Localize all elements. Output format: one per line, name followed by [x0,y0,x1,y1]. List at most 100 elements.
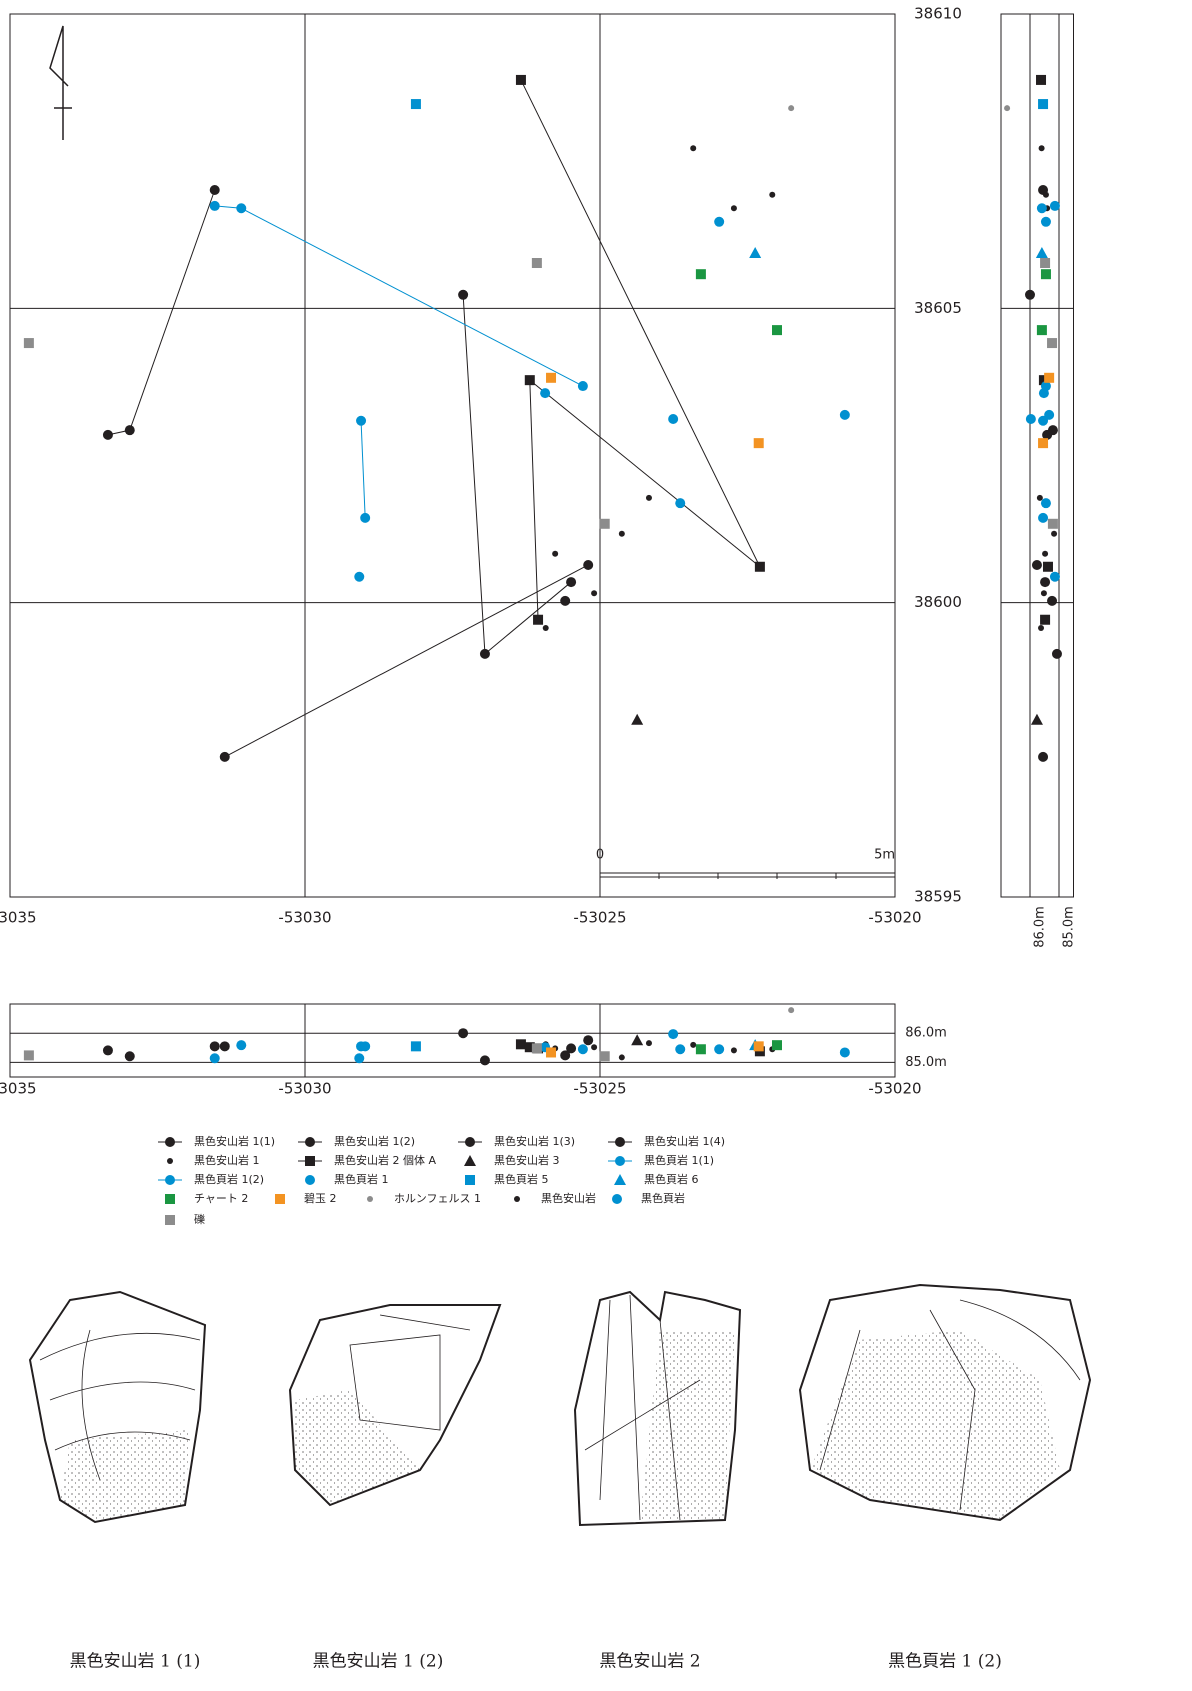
point [360,1041,371,1052]
point [354,571,365,582]
point [753,1041,764,1052]
section-x-tick-label: -53030 [278,1080,331,1098]
point [772,1040,782,1051]
point [1051,530,1058,537]
section-z-label: 85.0m [905,1055,947,1070]
point [612,1194,622,1204]
point [631,1034,644,1046]
refit-line [107,189,216,436]
point [165,1215,175,1225]
legend-label: 黒色安山岩 1(3) [494,1134,575,1148]
point [668,1029,679,1040]
refit-line [224,564,589,758]
point [1036,494,1043,501]
caption: 黒色頁岩 1 (2) [888,1652,1002,1672]
side-z-label: 85.0m [1062,906,1077,948]
refit-line [214,205,584,387]
point [1036,203,1047,214]
point [1040,258,1051,269]
point [577,1044,588,1055]
point [167,1158,173,1164]
point [631,713,644,725]
point [305,1137,315,1147]
point [458,289,469,300]
caption: 黒色安山岩 1 (2) [313,1652,444,1672]
point [618,530,625,537]
point [540,388,551,399]
legend-label: 黒色頁岩 [641,1191,685,1205]
point [209,1041,220,1052]
legend-label: 黒色安山岩 2 個体 A [334,1153,436,1167]
legend-label: 碧玉 2 [304,1192,337,1205]
point [367,1196,373,1202]
point [839,409,850,420]
point [1047,595,1058,606]
side-section-frame [1000,13,1074,898]
legend-label: 黒色安山岩 1(1) [194,1134,275,1148]
point [360,512,371,523]
point [1051,648,1062,659]
legend-label: チャート 2 [194,1192,248,1205]
point [165,1137,175,1147]
point [1042,561,1053,572]
point [1004,105,1011,112]
point [219,751,230,762]
point [236,203,247,214]
x-tick-label: -53020 [868,909,921,927]
point [305,1175,315,1185]
point [514,1196,520,1202]
point [165,1175,175,1185]
point [730,205,737,212]
point [1049,200,1060,211]
point [524,375,535,386]
scale-bar [599,872,896,878]
section-x-tick-label: -53020 [868,1080,921,1098]
point [754,561,765,572]
point [566,577,577,588]
point [219,1041,230,1052]
point [410,1041,421,1052]
point [695,269,706,280]
point [1025,289,1035,300]
point [560,1050,571,1061]
point [479,1055,490,1066]
point [1049,571,1060,582]
point [1038,512,1049,523]
point [615,1137,625,1147]
section-x-tick-label: -53025 [573,1080,626,1098]
legend-label: 礫 [194,1212,205,1226]
point [209,200,220,211]
point [788,1007,795,1014]
point [1047,338,1058,349]
point [675,498,686,509]
point [1044,409,1055,420]
side-z-label: 86.0m [1033,906,1048,948]
point [1036,325,1047,336]
section-frame [9,1003,896,1078]
point [1047,425,1058,436]
point [577,381,588,392]
point [464,1155,476,1166]
point [542,624,549,631]
point [465,1175,475,1185]
legend-label: 黒色安山岩 3 [494,1153,560,1167]
legend-label: 黒色頁岩 1(2) [194,1172,264,1186]
point [1038,99,1049,110]
point [1030,713,1043,725]
legend-label: 黒色頁岩 1(1) [644,1153,714,1167]
point [305,1156,315,1166]
point [615,1156,625,1166]
section-z-label: 86.0m [905,1026,947,1041]
point [236,1040,247,1051]
point [1036,74,1047,85]
legend-label: 黒色頁岩 5 [494,1172,549,1186]
point [753,438,764,449]
point [275,1194,285,1204]
point [695,1044,706,1055]
point [1038,624,1045,631]
legend-label: 黒色頁岩 1 [334,1172,389,1186]
point [583,1035,594,1046]
point [1038,438,1049,449]
